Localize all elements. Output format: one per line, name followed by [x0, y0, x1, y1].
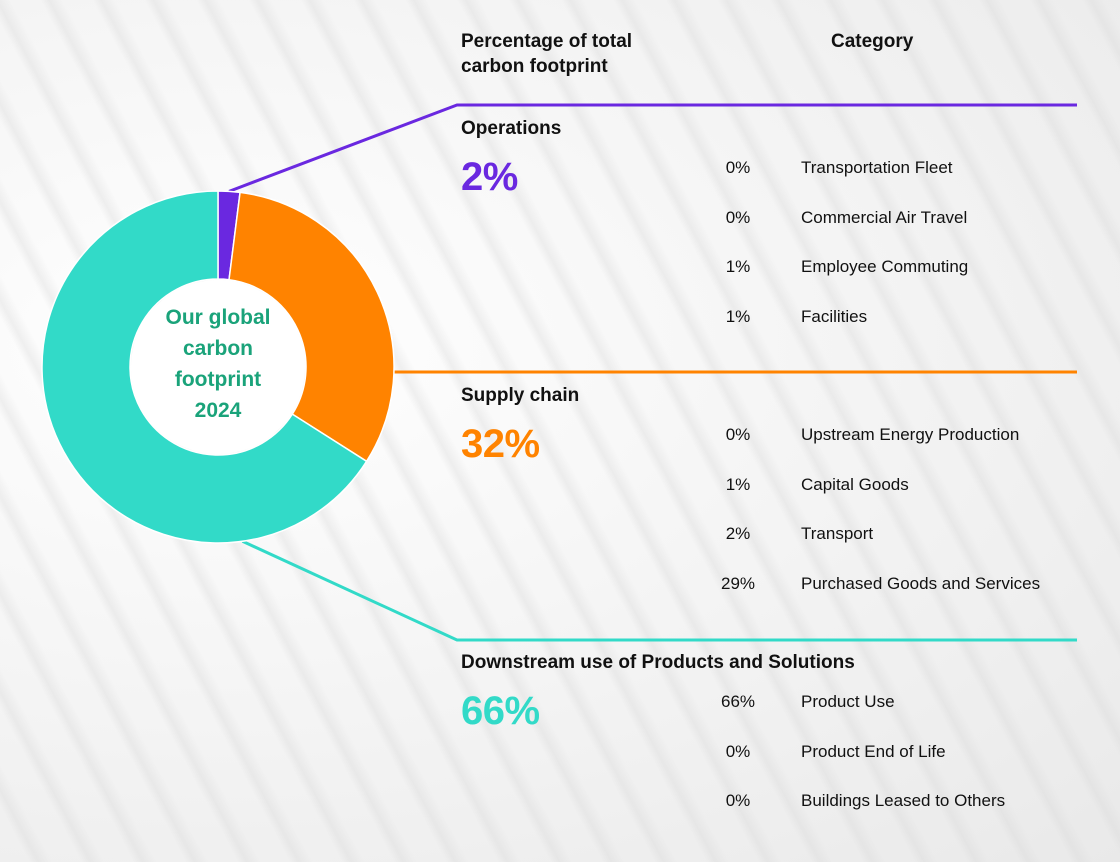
row-percent: 0% [725, 208, 751, 227]
row-percent: 29% [720, 574, 756, 593]
row-category: Capital Goods [801, 475, 909, 494]
row-category: Product End of Life [801, 742, 946, 761]
header-percentage-line-2: carbon footprint [461, 56, 608, 77]
row-category: Product Use [801, 692, 895, 711]
row-percent: 0% [725, 158, 751, 177]
section-title-operations: Operations [461, 118, 562, 139]
section-total-downstream: 66% [461, 689, 540, 733]
donut-chart [41, 190, 395, 544]
section-title-supply-chain: Supply chain [461, 385, 580, 406]
row-category: Buildings Leased to Others [801, 791, 1006, 810]
connector-operations [228, 103, 1077, 193]
row-category: Upstream Energy Production [801, 425, 1020, 444]
section-total-operations: 2% [461, 155, 518, 199]
section-total-supply-chain: 32% [461, 422, 540, 466]
row-category: Employee Commuting [801, 257, 969, 276]
row-category: Commercial Air Travel [801, 208, 968, 227]
section-title-downstream: Downstream use of Products and Solutions [461, 652, 855, 673]
row-percent: 1% [725, 475, 751, 494]
row-percent: 2% [725, 524, 751, 543]
row-percent: 0% [725, 425, 751, 444]
row-percent: 66% [720, 692, 756, 711]
center-label-line-2: carbon [183, 337, 253, 360]
center-label-line-3: footprint [175, 368, 261, 391]
row-percent: 1% [725, 307, 751, 326]
connector-lines [228, 103, 1077, 642]
center-label-line-1: Our global [166, 306, 271, 329]
row-percent: 1% [725, 257, 751, 276]
center-label-line-4: 2024 [195, 399, 242, 422]
slice-supply-chain [228, 191, 395, 463]
row-percent: 0% [725, 791, 751, 810]
row-percent: 0% [725, 742, 751, 761]
connector-downstream [241, 539, 1077, 642]
header-category: Category [831, 31, 914, 52]
donut-hole [131, 280, 305, 454]
header-percentage: Percentage of total carbon footprint [461, 29, 661, 79]
slice-downstream [41, 190, 368, 544]
row-category: Transport [801, 524, 874, 543]
header-percentage-line-1: Percentage of total [461, 31, 633, 52]
row-category: Facilities [801, 307, 868, 326]
row-category: Transportation Fleet [801, 158, 953, 177]
row-category: Purchased Goods and Services [801, 574, 1041, 593]
